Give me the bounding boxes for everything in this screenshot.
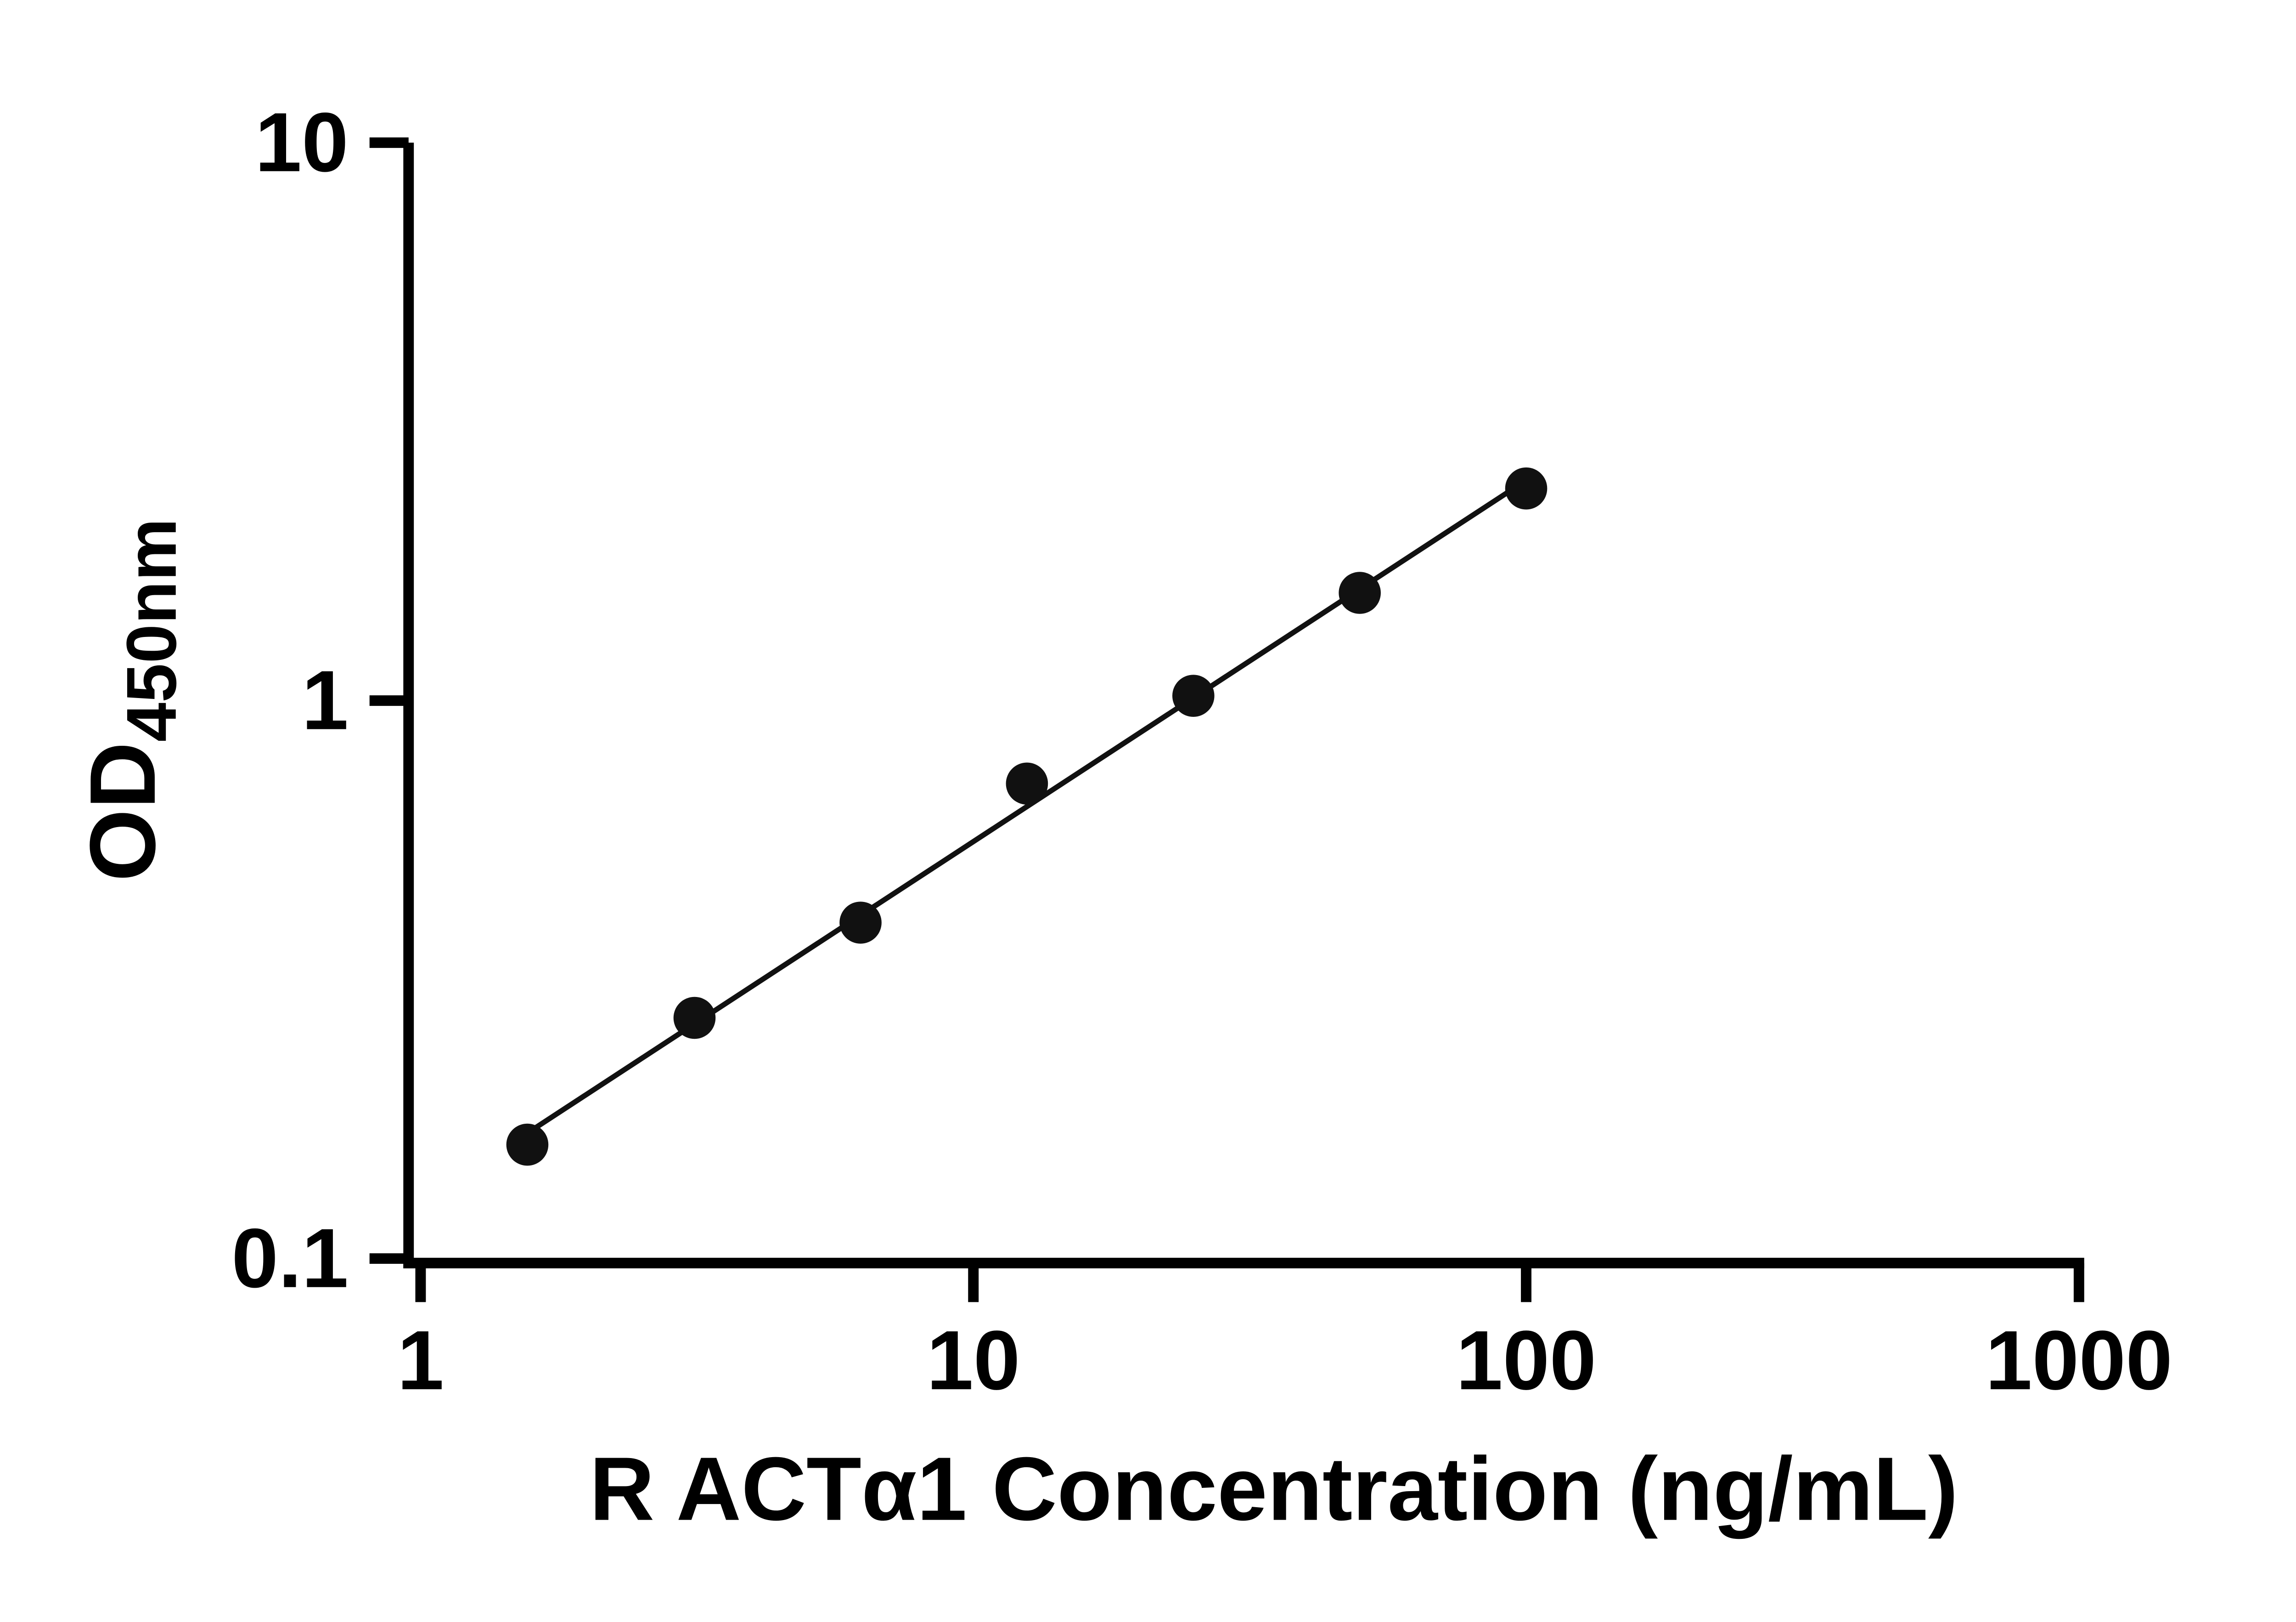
data-point: [673, 997, 716, 1039]
y-tick-label: 0.1: [231, 1211, 349, 1305]
x-tick-label: 1000: [1986, 1313, 2173, 1407]
x-tick-label: 100: [1456, 1313, 1597, 1407]
x-axis-label: R ACTα1 Concentration (ng/mL): [590, 1438, 1958, 1539]
y-axis-label: OD450nm: [70, 518, 191, 881]
fit-line: [526, 478, 1528, 1136]
plot-generated-layer: 0.1 1 10 1 10 100 1000: [231, 95, 2172, 1407]
y-axis-label-subscript: 450nm: [112, 518, 191, 742]
data-point: [1339, 572, 1381, 614]
data-point: [839, 901, 882, 944]
data-point: [1172, 675, 1215, 717]
x-tick-label: 10: [927, 1313, 1020, 1407]
data-point: [1505, 467, 1548, 510]
data-point: [1006, 762, 1048, 805]
y-axis-label-main: OD: [70, 742, 174, 881]
data-point: [506, 1123, 549, 1166]
y-tick-label: 1: [302, 653, 349, 747]
y-tick-label: 10: [255, 95, 349, 189]
x-tick-label: 1: [397, 1313, 444, 1407]
